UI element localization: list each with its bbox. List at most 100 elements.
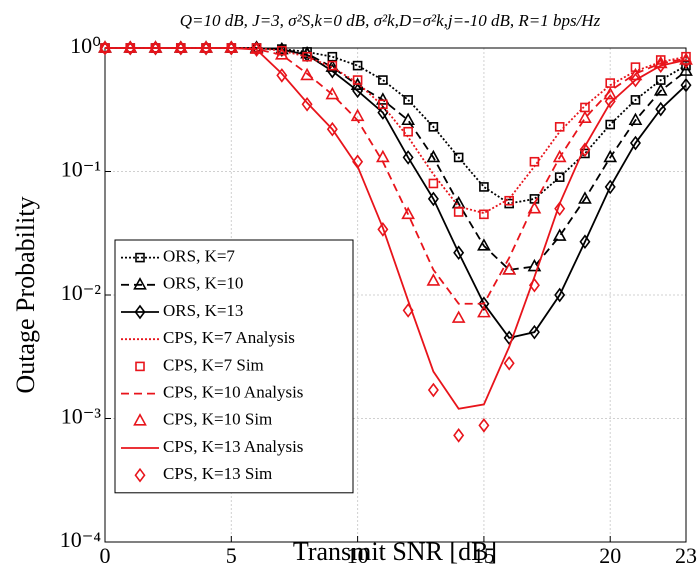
legend-label: CPS, K=7 Analysis (163, 328, 295, 347)
marker (578, 110, 592, 124)
marker (503, 355, 515, 371)
marker (326, 121, 338, 137)
marker (402, 150, 414, 165)
marker (148, 40, 163, 53)
marker (376, 92, 390, 105)
marker (653, 83, 668, 96)
marker (655, 101, 667, 117)
marker (352, 154, 364, 170)
marker (527, 201, 542, 214)
marker (528, 324, 540, 340)
marker (453, 152, 464, 163)
marker (604, 93, 616, 109)
marker (477, 238, 491, 251)
marker (277, 45, 287, 56)
marker (552, 149, 567, 163)
legend-label: ORS, K=10 (163, 274, 243, 293)
legend-label: CPS, K=13 Sim (163, 464, 272, 483)
marker (477, 304, 491, 318)
marker (453, 245, 465, 261)
marker (302, 51, 312, 62)
marker (251, 40, 263, 56)
marker (301, 96, 313, 112)
marker (680, 53, 692, 69)
marker (352, 75, 363, 85)
marker (378, 99, 388, 110)
marker (276, 68, 288, 83)
marker (502, 262, 517, 275)
marker (453, 428, 465, 443)
marker (554, 122, 565, 132)
marker (99, 40, 111, 56)
marker (426, 273, 441, 286)
marker (376, 149, 390, 163)
x-tick-label: 5 (226, 543, 237, 568)
marker (199, 40, 213, 53)
marker (554, 172, 565, 182)
marker (680, 77, 692, 93)
marker (378, 75, 388, 85)
legend-marker (133, 413, 147, 426)
marker (527, 258, 542, 272)
marker (528, 277, 540, 293)
marker (426, 149, 441, 163)
marker (325, 86, 340, 100)
legend-marker (133, 277, 147, 290)
legend-label: ORS, K=7 (163, 247, 235, 266)
marker (427, 382, 439, 398)
y-tick-label: 10⁻¹ (61, 157, 101, 182)
marker (251, 42, 263, 57)
marker (276, 42, 288, 57)
marker (629, 72, 641, 88)
legend-label: CPS, K=7 Sim (163, 355, 264, 374)
marker (200, 40, 212, 56)
marker (173, 40, 188, 53)
marker (350, 108, 365, 122)
marker (150, 40, 162, 56)
marker (554, 201, 566, 217)
marker (503, 330, 515, 346)
marker (377, 105, 389, 120)
y-tick-label: 10⁰ (70, 33, 101, 58)
marker (401, 112, 415, 126)
marker (274, 47, 289, 60)
legend-marker (134, 467, 146, 483)
legend-marker (135, 361, 145, 372)
x-tick-label: 10 (347, 543, 369, 568)
marker (352, 60, 363, 71)
marker (679, 63, 693, 76)
plot-frame (104, 47, 687, 543)
marker (604, 179, 616, 195)
marker (377, 222, 389, 237)
marker (402, 303, 414, 318)
marker (629, 135, 641, 151)
x-axis-label: Transmit SNR [dB] (293, 537, 497, 566)
legend-label: CPS, K=10 Sim (163, 410, 272, 429)
marker (453, 207, 464, 217)
marker (352, 83, 364, 99)
y-tick-label: 10⁻² (61, 280, 102, 305)
marker (504, 195, 514, 206)
marker (681, 60, 691, 71)
legend-label: CPS, K=10 Analysis (163, 383, 303, 402)
marker (225, 40, 237, 56)
x-tick-label: 23 (675, 543, 697, 568)
marker (175, 40, 187, 56)
marker (428, 122, 439, 132)
marker (401, 206, 415, 220)
marker (478, 418, 490, 433)
x-tick-label: 15 (473, 543, 495, 568)
marker (427, 191, 439, 207)
marker (628, 112, 643, 126)
y-tick-label: 10⁻⁴ (60, 527, 102, 552)
marker (579, 142, 591, 158)
marker (655, 58, 667, 73)
y-tick-label: 10⁻³ (61, 404, 102, 429)
chart-title: Q=10 dB, J=3, σ²S,k=0 dB, σ²k,D=σ²k,j=-1… (180, 11, 601, 30)
marker (578, 191, 592, 204)
marker (124, 40, 136, 56)
marker (630, 62, 641, 72)
marker (579, 234, 591, 250)
marker (403, 126, 413, 137)
